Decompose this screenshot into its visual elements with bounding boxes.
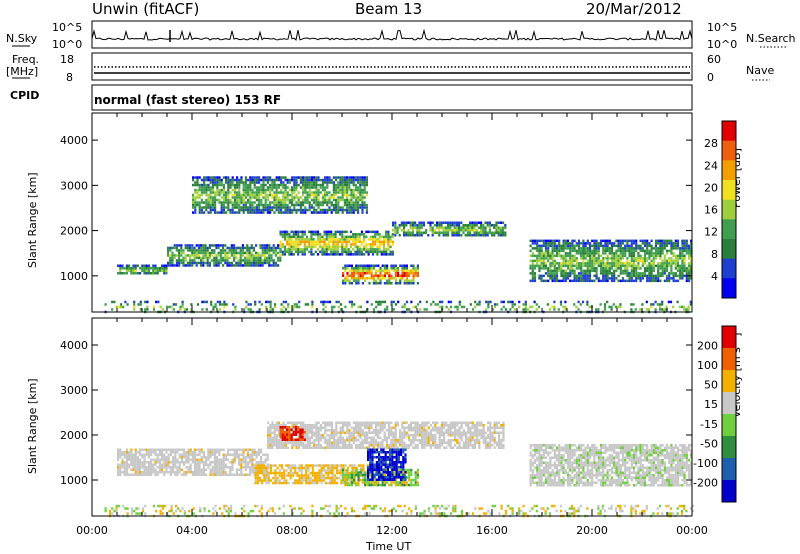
nsky-panel xyxy=(91,20,693,49)
power-colorbar-segment xyxy=(722,258,736,279)
freq-panel xyxy=(91,52,693,81)
power-colorbar-tick-label: 4 xyxy=(711,270,718,283)
cpid-label: CPID xyxy=(10,89,40,102)
power-colorbar-tick-label: 20 xyxy=(704,181,718,194)
power-colorbar-segment xyxy=(722,140,736,161)
velocity-colorbar-segment xyxy=(722,480,736,503)
velocity-colorbar-segment xyxy=(722,326,736,349)
x-axis-label: Time UT xyxy=(366,540,412,553)
velocity-colorbar-tick-label: -200 xyxy=(693,476,718,489)
velocity-colorbar-tick-label: -100 xyxy=(693,457,718,470)
power-ytick-label: 2000 xyxy=(60,225,88,238)
power-colorbar-segment xyxy=(722,180,736,201)
velocity-ytick-label: 1000 xyxy=(60,474,88,487)
power-ytick-label: 1000 xyxy=(60,270,88,283)
nave-tick-top: 60 xyxy=(707,53,721,66)
power-colorbar-segment xyxy=(722,219,736,240)
power-colorbar-tick-label: 24 xyxy=(704,159,718,172)
power-colorbar-segment xyxy=(722,239,736,260)
power-band xyxy=(342,264,419,285)
power-colorbar-frame xyxy=(721,120,737,299)
velocity-colorbar-tick-label: -15 xyxy=(700,418,718,431)
velocity-band xyxy=(104,504,695,518)
power-colorbar-segment xyxy=(722,121,736,142)
freq-label: Freq. xyxy=(12,53,40,66)
date-title: 20/Mar/2012 xyxy=(586,0,682,18)
power-band xyxy=(104,300,692,314)
power-band xyxy=(392,221,507,237)
power-band xyxy=(192,176,368,214)
velocity-colorbar-segment xyxy=(722,458,736,481)
velocity-band xyxy=(529,444,693,487)
nave-label: Nave xyxy=(746,64,775,77)
freq-unit-label: [MHz] xyxy=(6,65,39,78)
cpid-text: normal (fast stereo) 153 RF xyxy=(94,93,282,107)
x-tick-label: 08:00 xyxy=(276,524,308,537)
nsearch-tick-top: 10^5 xyxy=(707,21,738,34)
x-tick-label: 00:00 xyxy=(76,524,108,537)
nsky-trace xyxy=(91,28,693,41)
freq-tick-top: 18 xyxy=(60,53,74,66)
nsky-tick-top: 10^5 xyxy=(52,21,83,34)
velocity-ytick-label: 3000 xyxy=(60,384,88,397)
nsky-label: N.Sky xyxy=(6,32,38,45)
velocity-colorbar-tick-label: 15 xyxy=(704,398,718,411)
x-tick-label: 00:00 xyxy=(676,524,708,537)
power-colorbar-tick-label: 16 xyxy=(704,204,718,217)
velocity-colorbar-segment xyxy=(722,370,736,393)
power-colorbar-tick-label: 8 xyxy=(711,248,718,261)
power-band xyxy=(279,230,394,256)
velocity-ytick-label: 4000 xyxy=(60,339,88,352)
x-tick-label: 04:00 xyxy=(176,524,208,537)
cpid-panel xyxy=(91,84,693,111)
power-colorbar-tick-label: 12 xyxy=(704,226,718,239)
freq-tick-bottom: 8 xyxy=(66,71,73,84)
velocity-colorbar-segment xyxy=(722,436,736,459)
velocity-band xyxy=(367,448,407,481)
x-tick-label: 20:00 xyxy=(576,524,608,537)
nsearch-tick-bottom: 10^0 xyxy=(707,38,738,51)
power-ytick-label: 3000 xyxy=(60,179,88,192)
velocity-ytick-label: 2000 xyxy=(60,429,88,442)
power-ytick-label: 4000 xyxy=(60,134,88,147)
velocity-colorbar-tick-label: 200 xyxy=(697,340,718,353)
velocity-colorbar-frame xyxy=(721,325,737,503)
power-colorbar-segment xyxy=(722,278,736,299)
velocity-colorbar-segment xyxy=(722,348,736,371)
nsky-tick-bottom: 10^0 xyxy=(52,38,83,51)
x-tick-label: 12:00 xyxy=(376,524,408,537)
velocity-band xyxy=(279,426,306,441)
velocity-colorbar-tick-label: -50 xyxy=(700,437,718,450)
velocity-colorbar-tick-label: 50 xyxy=(704,379,718,392)
power-band xyxy=(117,264,168,275)
velocity-colorbar-tick-label: 100 xyxy=(697,359,718,372)
beam-title: Beam 13 xyxy=(355,0,423,18)
power-band xyxy=(167,244,282,267)
power-colorbar-segment xyxy=(722,199,736,220)
nave-tick-bottom: 0 xyxy=(707,71,714,84)
x-tick-label: 16:00 xyxy=(476,524,508,537)
power-colorbar-tick-label: 28 xyxy=(704,137,718,150)
velocity-colorbar-segment xyxy=(722,414,736,437)
velocity-band xyxy=(117,448,269,476)
velocity-colorbar-segment xyxy=(722,392,736,415)
nsearch-label: N.Search xyxy=(746,32,796,45)
power-band xyxy=(529,239,693,283)
power-colorbar-segment xyxy=(722,160,736,181)
radar-title: Unwin (fitACF) xyxy=(92,0,200,18)
